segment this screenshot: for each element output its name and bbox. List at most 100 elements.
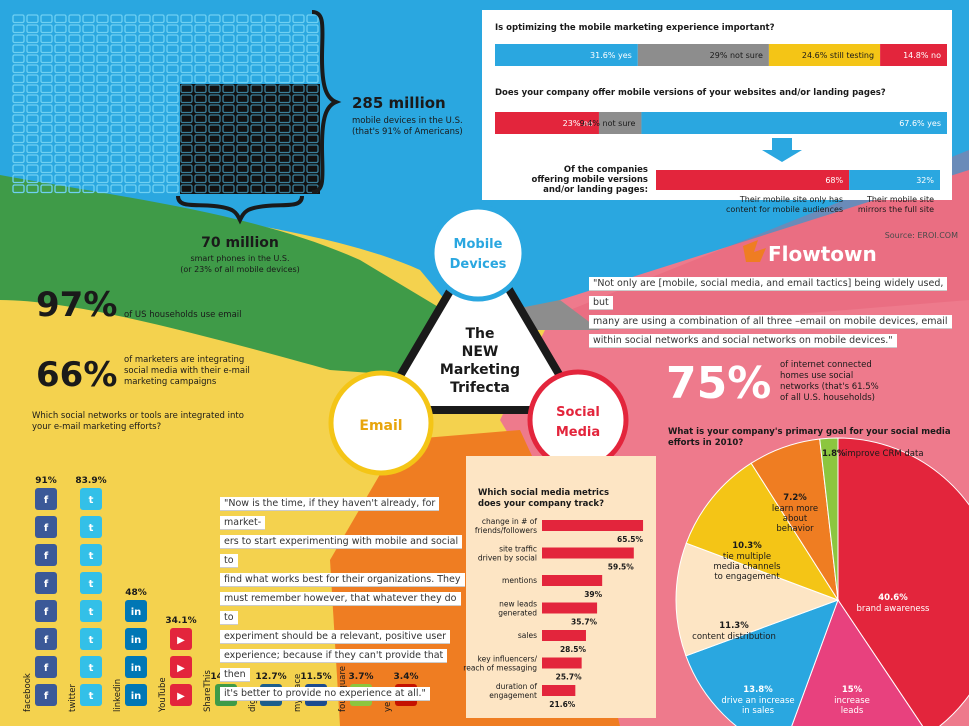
social-stat-value: 75% — [666, 358, 771, 409]
facebook-glyph: f — [44, 691, 49, 702]
pie-value-7: 1.8% — [822, 449, 846, 459]
facebook-glyph: f — [44, 607, 49, 618]
pie-slice-2 — [791, 598, 924, 726]
trifecta-title-4: Trifecta — [450, 380, 510, 396]
chart3-caption-1-1: Their mobile site only has — [739, 195, 843, 204]
twitter-icon — [80, 628, 102, 650]
YouTube-glyph: ▶ — [177, 635, 185, 646]
chart3-segment-1 — [656, 170, 850, 190]
chart1-segment-4 — [880, 44, 947, 66]
flowtown-logo-icon — [743, 240, 766, 262]
social-stat-text-1: of internet connected — [780, 360, 872, 370]
chart3-segment-2 — [849, 170, 940, 190]
metric-value-2: 59.5% — [608, 563, 635, 572]
twitter-icon — [80, 544, 102, 566]
twitter-icon — [80, 656, 102, 678]
email-stat-1-text: of US households use email — [124, 310, 242, 320]
email-quote-line-7: it's better to provide no experience at … — [220, 687, 430, 701]
network-name-digg: digg — [248, 693, 258, 712]
smartphones-brace-icon — [176, 195, 304, 225]
pie-name-6-1: learn more — [772, 504, 818, 514]
pie-name-5-3: to engagement — [714, 572, 780, 582]
chart2-segment-2 — [598, 112, 642, 134]
networks-question-1: Which social networks or tools are integ… — [32, 411, 244, 421]
twitter-icon — [80, 684, 102, 706]
network-name-facebook: facebook — [23, 673, 33, 712]
YouTube-icon — [170, 684, 192, 706]
smartphone-grid — [180, 84, 320, 194]
twitter-glyph: t — [89, 495, 94, 506]
email-stat-2-value: 66% — [36, 355, 117, 395]
network-name-ShareThis: ShareThis — [203, 670, 213, 712]
pie-name-7-1: improve CRM data — [845, 449, 924, 459]
chart3-bar: 68% 32% Their mobile site only hascontent … — [656, 170, 940, 214]
chart3-title-2: offering mobile versions — [532, 175, 648, 185]
pie-value-2: 15% — [842, 685, 863, 695]
flowtown-logo: Flowtown — [743, 240, 877, 266]
twitter-glyph: t — [89, 691, 94, 702]
twitter-icon — [80, 516, 102, 538]
metric-label-7-1: duration of — [496, 682, 538, 691]
metric-label-2-1: site traffic — [499, 545, 537, 554]
flowtown-quote: "Not only are [mobile, social media, and… — [589, 274, 954, 350]
source-label: Source: EROI.COM — [885, 231, 958, 240]
pie-name-6-3: behavior — [776, 524, 814, 534]
pie-slice-1 — [837, 437, 969, 726]
chart1-segment-3 — [768, 44, 881, 66]
chart1-segment-2 — [637, 44, 769, 66]
chart1-label-2: 29% not sure — [710, 51, 763, 60]
pie-value-3: 13.8% — [743, 685, 773, 695]
metric-label-5-1: sales — [518, 631, 537, 640]
devices-caption-2: (that's 91% of Americans) — [352, 127, 463, 137]
email-quote-line-4: must remember however, that whatever the… — [220, 592, 461, 625]
twitter-glyph: t — [89, 579, 94, 590]
pie-value-1: 40.6% — [878, 593, 908, 603]
facebook-icon — [35, 516, 57, 538]
chart3-title-3: and/or landing pages: — [543, 185, 648, 195]
linkedin-glyph: in — [131, 691, 142, 702]
flowtown-quote-line-2: many are using a combination of all thre… — [589, 315, 952, 329]
pie-slice-3 — [685, 599, 839, 726]
facebook-icon — [35, 544, 57, 566]
linkedin-glyph: in — [131, 663, 142, 674]
email-quote-line-5: experiment should be a relevant, positiv… — [220, 630, 451, 644]
email-quote: "Now is the time, if they haven't alread… — [220, 494, 465, 703]
metric-bar-3 — [542, 575, 603, 586]
chart3-caption-2-2: mirrors the full site — [858, 205, 934, 214]
social-stat-text-3: networks (that's 61.5% — [780, 382, 879, 392]
metric-value-4: 35.7% — [571, 618, 598, 627]
metric-label-6-1: key influencers/ — [478, 655, 538, 664]
network-name-YouTube: YouTube — [158, 677, 168, 713]
metric-bar-4 — [542, 602, 598, 614]
metric-label-6-2: reach of messaging — [463, 664, 537, 673]
metric-value-6: 25.7% — [556, 673, 583, 682]
devices-brace-icon — [311, 10, 342, 194]
social-stat-text-4: of all U.S. households) — [780, 393, 875, 403]
pie-value-5: 10.3% — [732, 541, 762, 551]
pie-name-4-1: content distribution — [692, 632, 776, 642]
mobile-devices-label-1: Mobile — [454, 237, 503, 252]
linkedin-icon — [125, 628, 147, 650]
twitter-glyph: t — [89, 635, 94, 646]
email-circle — [328, 370, 434, 476]
chart3-caption-2-1: Their mobile site — [866, 195, 934, 204]
chart2-label-1: 23% no — [563, 119, 593, 128]
networks-question-2: your e-mail marketing efforts? — [32, 422, 161, 432]
YouTube-icon — [170, 628, 192, 650]
pie-slice-7 — [819, 437, 839, 601]
metric-value-3: 39% — [584, 590, 602, 599]
email-quote-line-6: experience; because if they can't provid… — [220, 649, 448, 682]
twitter-glyph: t — [89, 663, 94, 674]
facebook-icon — [35, 656, 57, 678]
trifecta-title-3: Marketing — [440, 362, 520, 378]
chart2-label-2: 9.4% not sure — [580, 119, 636, 128]
facebook-glyph: f — [44, 551, 49, 562]
metrics-panel — [466, 456, 656, 718]
facebook-icon — [35, 488, 57, 510]
chart1-segment-1 — [495, 44, 638, 66]
metric-label-4-2: generated — [498, 609, 537, 618]
email-quote-line-3: find what works best for their organizat… — [220, 573, 465, 587]
chart1-label-4: 14.8% no — [903, 51, 941, 60]
